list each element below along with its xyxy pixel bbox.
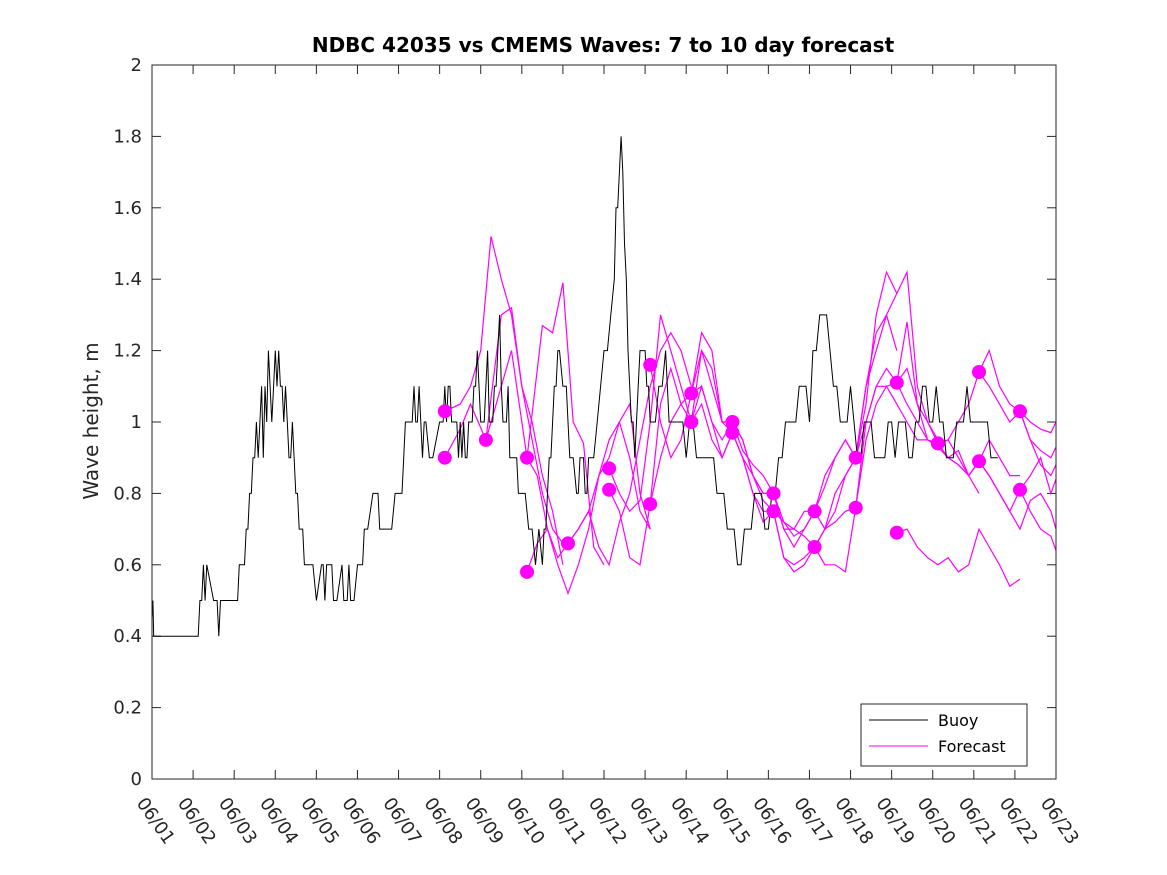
forecast-marker <box>848 500 863 515</box>
forecast-marker <box>643 357 658 372</box>
forecast-marker <box>725 415 740 429</box>
legend: Buoy Forecast <box>860 703 1028 767</box>
forecast-marker <box>766 504 781 519</box>
y-tick-labels: 0 0.2 0.4 0.6 0.8 1 1.2 1.4 1.6 1.8 2 <box>113 55 142 790</box>
y-tick-label: 1.2 <box>113 341 142 362</box>
forecast-marker <box>520 564 534 579</box>
forecast-series-line <box>567 331 692 567</box>
forecast-series-line <box>485 282 605 566</box>
y-axis-title: Wave height, m <box>79 342 103 499</box>
forecast-marker <box>643 497 658 512</box>
buoy-line <box>151 136 998 637</box>
forecast-marker <box>889 375 904 390</box>
forecast-series-line <box>444 236 564 544</box>
forecast-marker <box>478 432 493 447</box>
forecast-series-line <box>608 314 733 513</box>
forecast-marker <box>437 450 452 465</box>
forecast-marker <box>848 450 863 465</box>
y-tick-label: 1.6 <box>113 198 142 219</box>
forecast-series-line <box>608 348 733 566</box>
forecast-marker <box>1013 482 1027 497</box>
y-tick-label: 0 <box>131 769 142 790</box>
forecast-series-line <box>1019 411 1057 477</box>
forecast-marker <box>972 454 986 469</box>
forecast-series-line <box>1019 456 1057 496</box>
y-tick-label: 0.8 <box>113 483 142 504</box>
chart-title: NDBC 42035 vs CMEMS Waves: 7 to 10 day f… <box>312 33 895 57</box>
forecast-series-line <box>814 269 939 531</box>
legend-forecast-label: Forecast <box>938 737 1006 756</box>
buoy-series-line <box>151 136 998 637</box>
forecast-markers <box>437 357 1027 579</box>
forecast-marker <box>684 386 699 401</box>
legend-box <box>860 703 1028 767</box>
forecast-series-line <box>773 313 898 548</box>
forecast-series-line <box>772 270 898 538</box>
forecast-marker <box>807 504 822 519</box>
forecast-marker <box>602 482 617 497</box>
forecast-series-line <box>896 527 1021 588</box>
y-tick-label: 0.6 <box>113 555 142 576</box>
y-tick-label: 2 <box>131 55 142 76</box>
y-tick-label: 1.4 <box>113 269 142 290</box>
forecast-series-line <box>690 385 816 549</box>
forecast-marker <box>602 461 617 476</box>
forecast-marker <box>807 540 822 554</box>
forecast-marker <box>684 415 699 429</box>
forecast-marker <box>725 425 740 440</box>
y-tick-label: 1 <box>131 412 142 433</box>
forecast-marker <box>520 450 534 465</box>
plot-frame <box>151 64 1057 780</box>
forecast-marker <box>437 404 452 419</box>
tick-marks <box>151 64 1057 780</box>
forecast-marker <box>889 525 904 540</box>
forecast-series-line <box>444 306 564 565</box>
y-tick-label: 0.4 <box>113 626 142 647</box>
forecast-series-line <box>731 432 857 573</box>
forecast-marker <box>1013 404 1027 419</box>
forecast-marker <box>766 486 781 501</box>
forecast-marker <box>561 536 575 551</box>
forecast-marker <box>972 365 986 379</box>
forecast-marker <box>930 436 945 451</box>
forecast-series-line <box>690 402 816 566</box>
legend-buoy-label: Buoy <box>938 711 978 730</box>
y-tick-label: 1.8 <box>113 126 142 147</box>
forecast-series-line <box>855 367 980 477</box>
y-tick-label: 0.2 <box>113 698 142 719</box>
